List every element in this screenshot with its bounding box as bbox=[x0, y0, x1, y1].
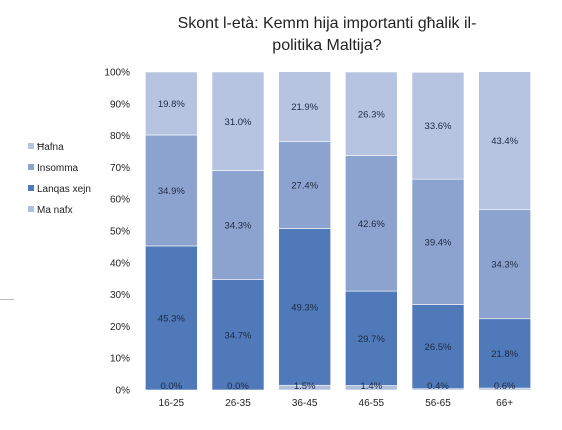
legend-swatch bbox=[28, 206, 34, 212]
chart-title-line-1: Skont l-età: Kemm hija importanti għalik… bbox=[178, 15, 477, 32]
data-label: 34.9% bbox=[158, 186, 185, 197]
x-tick-label: 66+ bbox=[496, 398, 513, 409]
data-label: 39.4% bbox=[425, 237, 452, 248]
bar-segment bbox=[411, 72, 465, 180]
data-label: 42.6% bbox=[358, 219, 385, 230]
x-tick-label: 56-65 bbox=[425, 398, 451, 409]
x-tick-label: 36-45 bbox=[292, 398, 318, 409]
data-label: 0.6% bbox=[494, 381, 516, 392]
data-label: 43.4% bbox=[491, 136, 518, 147]
data-label: 26.5% bbox=[425, 342, 452, 353]
legend-label: Lanqas xejn bbox=[37, 184, 91, 195]
legend-label: Insomma bbox=[37, 163, 79, 174]
legend-label: Ma nafx bbox=[37, 205, 73, 216]
data-label: 45.3% bbox=[158, 313, 185, 324]
data-label: 19.8% bbox=[158, 99, 185, 110]
y-axis: 0% 10% 20% 30% 40% 50% 60% 70% 80% 90% 100% bbox=[104, 68, 130, 397]
x-tick-label: 26-35 bbox=[225, 398, 251, 409]
bar-segment bbox=[145, 71, 198, 136]
x-tick-label: 46-55 bbox=[359, 398, 385, 409]
legend-swatch bbox=[28, 164, 34, 170]
y-tick-label: 100% bbox=[104, 68, 130, 79]
data-label: 33.6% bbox=[425, 121, 452, 132]
divider-mark bbox=[0, 299, 14, 300]
y-tick-label: 90% bbox=[110, 99, 130, 110]
y-tick-label: 30% bbox=[110, 290, 130, 301]
data-label: 1.4% bbox=[361, 381, 383, 392]
y-tick-label: 40% bbox=[110, 258, 130, 269]
bar-segment bbox=[478, 209, 531, 320]
legend-swatch bbox=[28, 185, 34, 191]
x-tick-label: 16-25 bbox=[159, 398, 185, 409]
bar-segment bbox=[478, 71, 531, 210]
x-axis: 16-25 26-35 36-45 46-55 56-65 66+ bbox=[159, 398, 514, 409]
bar-segment bbox=[145, 245, 198, 391]
legend-label: Ħafna bbox=[37, 142, 64, 153]
data-label: 34.3% bbox=[225, 221, 252, 232]
bar-segment bbox=[345, 155, 398, 292]
bar-segment bbox=[211, 279, 265, 391]
chart-title-line-2: politika Maltija? bbox=[272, 37, 381, 54]
y-tick-label: 60% bbox=[110, 195, 130, 206]
data-label: 0.0% bbox=[227, 381, 249, 392]
legend: Ħafna Insomma Lanqas xejn Ma nafx bbox=[28, 142, 91, 216]
data-label: 26.3% bbox=[358, 109, 385, 120]
bar-segment bbox=[345, 71, 398, 156]
bar-segment bbox=[211, 170, 265, 280]
bars: 0.0% 45.3% 34.9% 19.8% 0.0% 34.7% 34.3% 31.0% 1.… bbox=[145, 71, 531, 392]
bar-segment bbox=[211, 71, 265, 171]
bar-segment bbox=[478, 318, 531, 389]
y-tick-label: 50% bbox=[110, 227, 130, 238]
bar-segment bbox=[345, 290, 398, 386]
bar-segment bbox=[278, 141, 331, 229]
data-label: 49.3% bbox=[291, 302, 318, 313]
data-label: 1.5% bbox=[294, 381, 316, 392]
bar-segment bbox=[278, 71, 331, 142]
data-label: 27.4% bbox=[291, 180, 318, 191]
legend-swatch bbox=[28, 143, 34, 149]
y-tick-label: 0% bbox=[116, 386, 131, 397]
y-tick-label: 10% bbox=[110, 354, 130, 365]
data-label: 0.4% bbox=[427, 381, 449, 392]
data-label: 34.3% bbox=[491, 260, 518, 271]
y-tick-label: 70% bbox=[110, 163, 130, 174]
data-label: 0.0% bbox=[161, 381, 183, 392]
bar-segment bbox=[411, 304, 465, 390]
y-tick-label: 80% bbox=[110, 131, 130, 142]
data-label: 31.0% bbox=[225, 117, 252, 128]
data-label: 21.8% bbox=[491, 349, 518, 360]
bar-segment bbox=[411, 178, 465, 305]
data-label: 21.9% bbox=[291, 102, 318, 113]
data-label: 34.7% bbox=[225, 330, 252, 341]
bar-segment bbox=[145, 134, 198, 247]
data-label: 29.7% bbox=[358, 334, 385, 345]
bar-segment bbox=[278, 228, 331, 386]
y-tick-label: 20% bbox=[110, 322, 130, 333]
